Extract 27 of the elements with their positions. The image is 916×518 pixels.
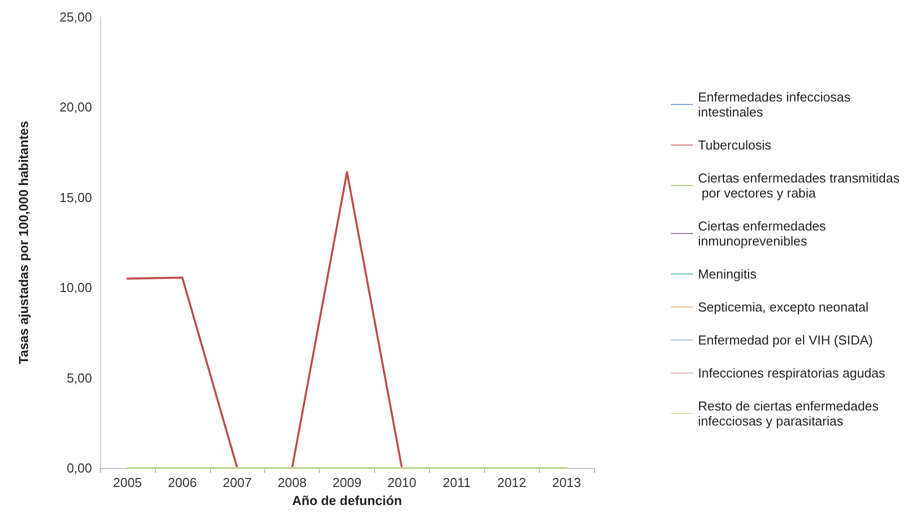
- legend-label: Resto de ciertas enfermedades infecciosas y parasitarias: [698, 398, 882, 428]
- y-tick-label: 0,00: [66, 460, 92, 476]
- x-tick-label: 2008: [278, 475, 307, 490]
- legend-label: Meningitis: [698, 266, 758, 282]
- legend-label: Enfermedades infecciosas intestinales: [698, 90, 854, 120]
- y-tick-label: 20,00: [59, 100, 92, 115]
- legend-label: Enfermedad por el VIH (SIDA): [698, 332, 873, 348]
- y-axis-title: Tasas ajustadas por 100,000 habitantes: [16, 120, 31, 364]
- x-tick-label: 2011: [442, 475, 471, 490]
- y-tick-label: 25,00: [59, 10, 92, 24]
- x-tick-label: 2009: [332, 475, 362, 490]
- legend-label: Tuberculosis: [698, 138, 772, 152]
- legend-label: Ciertas enfermedades inmunoprevenibles: [698, 218, 830, 248]
- y-tick-label: 10,00: [59, 280, 92, 296]
- x-axis-title: Año de defunción: [292, 493, 402, 508]
- x-tick-label: 2013: [552, 475, 582, 490]
- legend-label: Infecciones respiratorias agudas: [698, 366, 886, 380]
- line-series: [126, 171, 403, 469]
- x-tick-label: 2006: [168, 475, 197, 490]
- legend-label: Septicemia, excepto neonatal: [698, 300, 869, 314]
- x-tick-label: 2012: [497, 475, 526, 490]
- x-tick-label: 2007: [222, 475, 252, 490]
- x-tick-label: 2010: [387, 475, 416, 490]
- y-tick-label: 15,00: [59, 190, 92, 205]
- x-tick-label: 2005: [112, 475, 142, 490]
- legend-label: Ciertas enfermedades transmitidas por vectores y rabia: [698, 170, 900, 200]
- y-tick-label: 5,00: [66, 370, 92, 386]
